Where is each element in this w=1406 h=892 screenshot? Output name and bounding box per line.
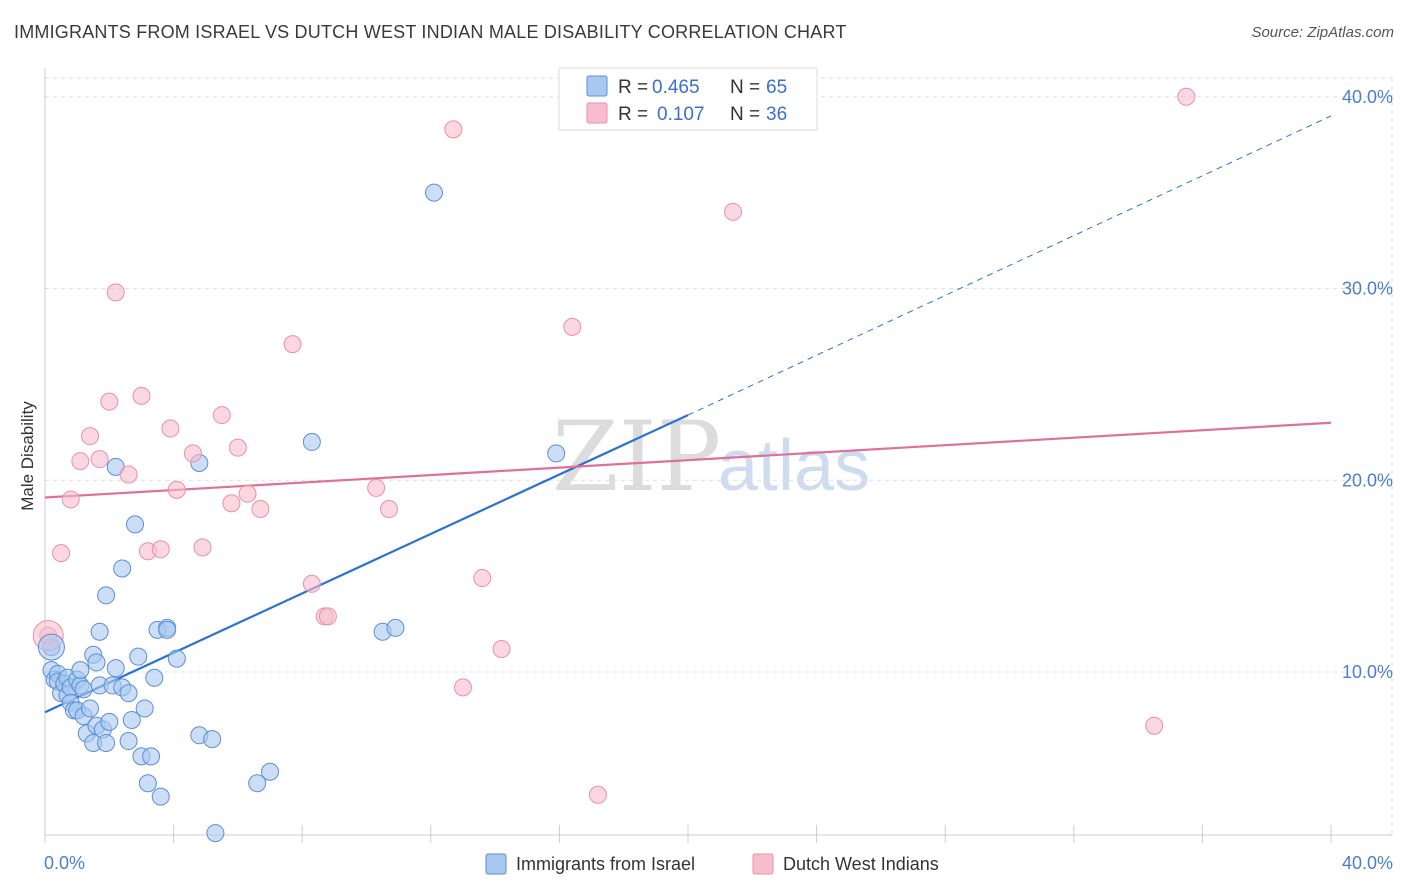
watermark-zip: ZIP: [552, 401, 721, 513]
israel-point: [145, 668, 164, 687]
israel-point: [74, 680, 93, 699]
israel-point: [119, 684, 138, 703]
israel-point: [302, 432, 321, 451]
israel-point: [106, 659, 125, 678]
israel-point: [248, 774, 267, 793]
israel-point: [167, 649, 186, 668]
israel-point: [261, 762, 280, 781]
y-tick-label: 40.0%: [1342, 87, 1393, 107]
dutch-west-indian-point: [100, 392, 119, 411]
israel-point: [547, 444, 566, 463]
israel-point: [151, 787, 170, 806]
y-tick-label: 30.0%: [1342, 279, 1393, 299]
top-legend: R = 0.465 N = 65 R = 0.107 N = 36: [558, 67, 818, 131]
israel-point: [97, 586, 116, 605]
israel-point: [126, 515, 145, 534]
dutch-west-indian-point: [106, 283, 125, 302]
israel-point: [87, 653, 106, 672]
israel-point: [425, 183, 444, 202]
israel-trend-extension: [687, 115, 1332, 416]
legend-n-value-dutch-west-indian: 36: [766, 104, 787, 125]
dutch-west-indian-point: [492, 640, 511, 659]
chart-title: IMMIGRANTS FROM ISRAEL VS DUTCH WEST IND…: [14, 22, 847, 42]
dutch-west-indian-point: [318, 607, 337, 626]
legend-r-label-israel: R =: [618, 77, 648, 98]
data-points: [32, 87, 1196, 843]
legend-n-label-dutch-west-indian: N =: [730, 104, 760, 125]
dutch-west-indian-point: [132, 386, 151, 405]
tick-labels: 10.0% 20.0% 30.0% 40.0% 0.0% 40.0%: [44, 87, 1393, 873]
dutch-west-indian-point: [161, 419, 180, 438]
dutch-west-indian-point: [473, 569, 492, 588]
x-tick-label: 40.0%: [1342, 853, 1393, 873]
dutch-west-indian-point: [61, 490, 80, 509]
x-tick-label: 0.0%: [44, 853, 85, 873]
dutch-west-indian-point: [119, 465, 138, 484]
legend-swatch-dutch-west-indian: [586, 102, 608, 124]
dutch-west-indian-point: [71, 452, 90, 471]
bottom-legend-label-dutch-west-indian: Dutch West Indians: [783, 854, 939, 874]
dutch-west-indian-point: [222, 494, 241, 513]
dutch-west-indian-point: [238, 484, 257, 503]
israel-cluster-point: [37, 633, 65, 661]
axes: [44, 68, 1392, 843]
y-tick-label: 10.0%: [1342, 662, 1393, 682]
bottom-legend-swatch-israel: [485, 853, 507, 875]
dutch-west-indian-point: [251, 500, 270, 519]
israel-point: [81, 699, 100, 718]
watermark-atlas: atlas: [718, 426, 870, 506]
israel-point: [142, 747, 161, 766]
dutch-west-indian-point: [193, 538, 212, 557]
dutch-west-indian-point: [444, 120, 463, 139]
dutch-west-indian-point: [81, 427, 100, 446]
dutch-west-indian-point: [212, 406, 231, 425]
dutch-west-indian-point: [151, 540, 170, 559]
israel-point: [113, 559, 132, 578]
dutch-west-indian-point: [228, 438, 247, 457]
dutch-west-indian-point: [283, 335, 302, 354]
israel-point: [129, 647, 148, 666]
legend-r-value-dutch-west-indian: 0.107: [657, 104, 705, 125]
israel-point: [119, 732, 138, 751]
israel-trend-line: [44, 414, 689, 714]
israel-point: [138, 774, 157, 793]
dutch-west-indian-point: [380, 500, 399, 519]
dutch-west-indian-point: [367, 478, 386, 497]
dutch-west-indian-point: [90, 450, 109, 469]
dutch-west-indian-point: [167, 480, 186, 499]
bottom-legend: Immigrants from Israel Dutch West Indian…: [485, 853, 939, 875]
grid: [45, 77, 1393, 835]
dutch-west-indian-point: [588, 785, 607, 804]
israel-point: [158, 620, 177, 639]
legend-swatch-israel: [586, 75, 608, 97]
dutch-west-indian-point: [52, 544, 71, 563]
israel-point: [206, 824, 225, 843]
israel-point: [386, 618, 405, 637]
legend-n-label-israel: N =: [730, 77, 760, 98]
dutch-west-indian-point: [1177, 87, 1196, 106]
bottom-legend-label-israel: Immigrants from Israel: [516, 854, 695, 874]
dutch-west-indian-point: [453, 678, 472, 697]
israel-point: [122, 710, 141, 729]
israel-point: [90, 622, 109, 641]
y-tick-label: 20.0%: [1342, 470, 1393, 490]
israel-point: [71, 661, 90, 680]
legend-r-value-israel: 0.465: [652, 77, 700, 98]
legend-r-label-dutch-west-indian: R =: [618, 104, 648, 125]
dutch-west-indian-point: [563, 317, 582, 336]
trend-lines: [44, 115, 1332, 714]
legend-n-value-israel: 65: [766, 77, 787, 98]
dutch-west-indian-point: [302, 574, 321, 593]
bottom-legend-swatch-dutch-west-indian: [752, 853, 774, 875]
dutch-west-indian-point: [183, 444, 202, 463]
dutch-west-indian-trend-line: [44, 421, 1332, 499]
source-label: Source: ZipAtlas.com: [1251, 24, 1394, 41]
israel-point: [203, 730, 222, 749]
israel-point: [100, 712, 119, 731]
dutch-west-indian-point: [724, 202, 743, 221]
israel-point: [135, 699, 154, 718]
israel-point: [97, 733, 116, 752]
dutch-west-indian-point: [1145, 716, 1164, 735]
